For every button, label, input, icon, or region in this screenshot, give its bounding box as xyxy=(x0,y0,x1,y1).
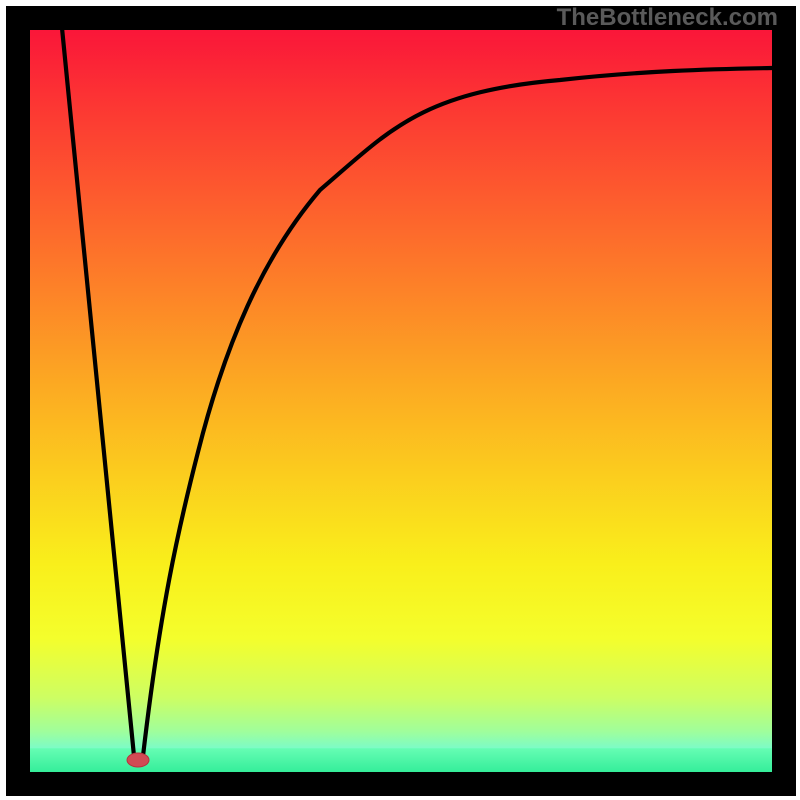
gradient-background xyxy=(30,30,772,772)
plot-area xyxy=(30,30,772,772)
watermark-label: TheBottleneck.com xyxy=(557,4,778,32)
chart-svg xyxy=(0,0,800,800)
optimal-point-marker xyxy=(127,753,149,767)
bottleneck-chart: TheBottleneck.com xyxy=(0,0,800,800)
